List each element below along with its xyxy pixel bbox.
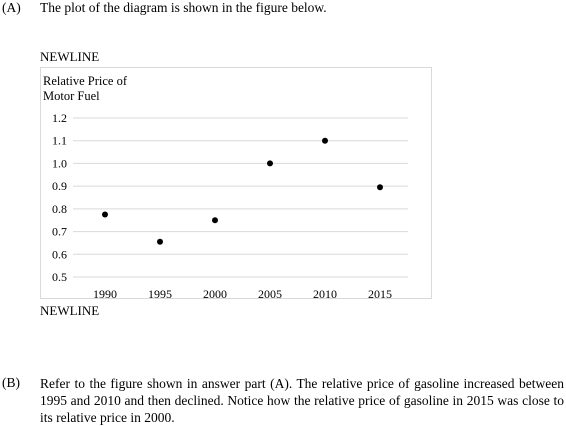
x-tick-label: 2010 — [313, 287, 337, 300]
data-point — [322, 137, 328, 144]
y-tick-label: 1.0 — [52, 156, 67, 170]
chart: Relative Price of Motor Fuel 0.5 0.6 0.7 0.8 0… — [40, 67, 432, 300]
y-tick-label: 1.2 — [52, 111, 67, 125]
x-tick-label: 1995 — [148, 287, 172, 300]
y-tick-label: 0.8 — [52, 202, 67, 216]
data-point — [267, 160, 273, 167]
x-tick-label: 2015 — [368, 287, 392, 300]
y-tick-label: 0.6 — [52, 247, 67, 261]
data-point — [377, 184, 383, 191]
data-point — [102, 211, 108, 218]
y-axis-label: Relative Price of — [43, 74, 128, 88]
data-point — [157, 238, 163, 245]
x-tick-label: 2005 — [258, 287, 282, 300]
newline-bottom: NEWLINE — [40, 303, 100, 318]
newline-top: NEWLINE — [40, 49, 100, 64]
y-axis-label: Motor Fuel — [43, 89, 100, 103]
part-a-label: (A) — [2, 0, 21, 15]
x-tick-label: 1990 — [93, 287, 117, 300]
x-tick-label: 2000 — [203, 287, 227, 300]
part-a-text: The plot of the diagram is shown in the … — [40, 0, 327, 15]
data-point — [212, 217, 218, 224]
y-tick-label: 0.7 — [52, 225, 67, 239]
y-tick-label: 1.1 — [52, 134, 67, 148]
part-b-label: (B) — [2, 375, 20, 390]
y-tick-label: 0.5 — [52, 270, 67, 284]
part-b-text: Refer to the figure shown in answer part… — [40, 376, 564, 425]
y-tick-label: 0.9 — [52, 179, 67, 193]
